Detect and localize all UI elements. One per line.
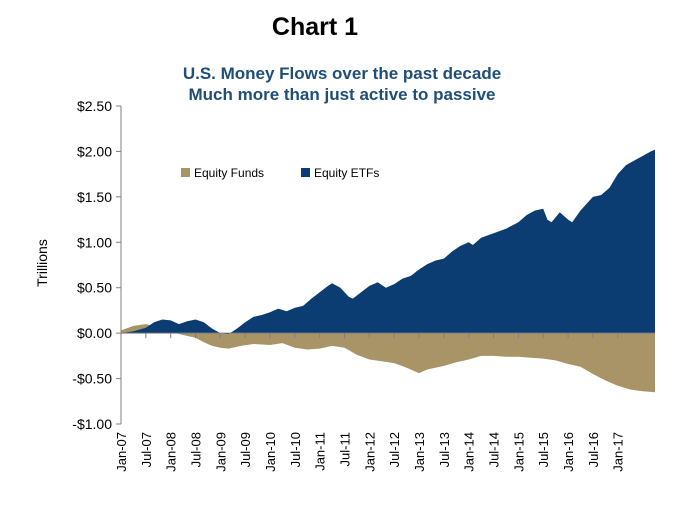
chart-title: U.S. Money Flows over the past decade <box>183 64 501 83</box>
x-tick-label: Jan-08 <box>164 432 179 472</box>
x-tick-label: Jul-07 <box>139 432 154 467</box>
legend-swatch-equity-etfs <box>301 168 310 177</box>
chart-subtitle: Much more than just active to passive <box>188 85 495 104</box>
y-tick-label: -$0.50 <box>72 371 112 387</box>
x-tick-label: Jan-10 <box>263 432 278 472</box>
legend-label-equity-funds: Equity Funds <box>194 166 264 180</box>
x-tick-label: Jan-14 <box>462 432 477 472</box>
x-tick-label: Jul-08 <box>189 432 204 467</box>
x-tick-label: Jul-14 <box>487 432 502 467</box>
y-tick-label: $0.00 <box>77 325 112 341</box>
x-tick-label: Jan-12 <box>362 432 377 472</box>
x-tick-label: Jan-13 <box>412 432 427 472</box>
y-axis-label: Trillions <box>34 239 50 287</box>
legend-label-equity-etfs: Equity ETFs <box>314 166 379 180</box>
y-tick-label: $1.50 <box>77 189 112 205</box>
y-tick-label: -$1.00 <box>72 416 112 432</box>
area-series-equity-funds <box>121 324 655 393</box>
x-tick-label: Jul-12 <box>387 432 402 467</box>
page-heading: Chart 1 <box>272 13 358 41</box>
x-tick-label: Jul-11 <box>338 432 353 466</box>
x-tick-label: Jan-11 <box>313 432 328 471</box>
y-tick-label: $2.00 <box>77 143 112 159</box>
x-tick-label: Jul-10 <box>288 432 303 467</box>
x-tick-label: Jul-15 <box>536 432 551 467</box>
x-tick-label: Jul-13 <box>437 432 452 467</box>
y-tick-label: $2.50 <box>77 98 112 114</box>
x-tick-label: Jan-07 <box>114 432 129 472</box>
y-tick-label: $1.00 <box>77 234 112 250</box>
y-tick-label: $0.50 <box>77 280 112 296</box>
area-series-equity-etfs <box>121 149 655 335</box>
x-tick-label: Jan-16 <box>561 432 576 472</box>
x-tick-label: Jan-09 <box>213 432 228 472</box>
x-tick-label: Jul-09 <box>238 432 253 467</box>
x-tick-label: Jul-16 <box>586 432 601 467</box>
x-tick-label: Jan-15 <box>511 432 526 472</box>
legend-swatch-equity-funds <box>181 168 190 177</box>
x-tick-label: Jan-17 <box>611 432 626 472</box>
